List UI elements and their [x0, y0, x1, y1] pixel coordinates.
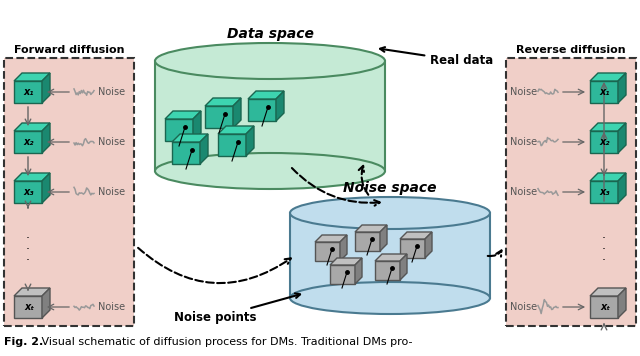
Text: Noise: Noise — [98, 302, 125, 312]
Polygon shape — [165, 119, 193, 141]
Polygon shape — [276, 91, 284, 121]
Polygon shape — [590, 173, 626, 181]
Polygon shape — [248, 99, 276, 121]
Polygon shape — [590, 123, 626, 131]
Polygon shape — [205, 98, 241, 106]
Polygon shape — [400, 232, 432, 239]
Polygon shape — [330, 265, 355, 284]
Text: Noise space: Noise space — [343, 181, 436, 195]
Polygon shape — [14, 73, 50, 81]
Text: ·
·
·: · · · — [26, 232, 30, 267]
FancyBboxPatch shape — [506, 58, 636, 326]
Polygon shape — [200, 134, 208, 164]
Polygon shape — [425, 232, 432, 258]
Polygon shape — [330, 258, 362, 265]
Polygon shape — [172, 142, 200, 164]
Polygon shape — [14, 131, 42, 153]
Text: Noise: Noise — [98, 137, 125, 147]
Polygon shape — [14, 181, 42, 203]
Text: Reverse diffusion: Reverse diffusion — [516, 45, 626, 55]
Text: Fig. 2.: Fig. 2. — [4, 337, 44, 347]
Polygon shape — [590, 288, 626, 296]
Text: Noise points: Noise points — [173, 293, 300, 325]
Polygon shape — [400, 254, 407, 280]
Polygon shape — [172, 134, 208, 142]
Polygon shape — [246, 126, 254, 156]
Text: ·
·
·: · · · — [602, 232, 606, 267]
Text: Noise: Noise — [98, 87, 125, 97]
Text: x₂: x₂ — [24, 137, 35, 147]
Polygon shape — [375, 261, 400, 280]
Ellipse shape — [155, 153, 385, 189]
Text: Noise: Noise — [98, 187, 125, 197]
Ellipse shape — [290, 282, 490, 314]
Polygon shape — [14, 288, 50, 296]
Polygon shape — [618, 288, 626, 318]
Polygon shape — [590, 181, 618, 203]
Polygon shape — [590, 131, 618, 153]
Polygon shape — [193, 111, 201, 141]
Polygon shape — [290, 213, 490, 298]
Text: xₜ: xₜ — [24, 302, 34, 312]
Text: Noise: Noise — [510, 87, 537, 97]
Polygon shape — [355, 232, 380, 251]
Text: Noise: Noise — [510, 187, 537, 197]
Text: Data space: Data space — [227, 27, 314, 41]
Text: xₜ: xₜ — [600, 302, 610, 312]
Polygon shape — [590, 73, 626, 81]
Text: Real data: Real data — [380, 47, 493, 68]
Text: Noise: Noise — [510, 137, 537, 147]
Text: x₁: x₁ — [24, 87, 35, 97]
Text: x₃: x₃ — [600, 187, 611, 197]
Text: Noise: Noise — [510, 302, 537, 312]
Polygon shape — [400, 239, 425, 258]
Polygon shape — [590, 81, 618, 103]
Polygon shape — [618, 173, 626, 203]
Ellipse shape — [155, 43, 385, 79]
Polygon shape — [590, 296, 618, 318]
FancyBboxPatch shape — [4, 58, 134, 326]
Text: x₂: x₂ — [600, 137, 611, 147]
Polygon shape — [205, 106, 233, 128]
Polygon shape — [380, 225, 387, 251]
Polygon shape — [42, 173, 50, 203]
Polygon shape — [14, 296, 42, 318]
Text: x₁: x₁ — [600, 87, 611, 97]
Polygon shape — [218, 134, 246, 156]
Polygon shape — [42, 73, 50, 103]
Polygon shape — [618, 123, 626, 153]
Polygon shape — [315, 242, 340, 261]
Polygon shape — [355, 225, 387, 232]
Polygon shape — [42, 288, 50, 318]
Polygon shape — [355, 258, 362, 284]
Polygon shape — [375, 254, 407, 261]
Polygon shape — [248, 91, 284, 99]
Polygon shape — [233, 98, 241, 128]
Polygon shape — [42, 123, 50, 153]
Polygon shape — [218, 126, 254, 134]
Polygon shape — [14, 81, 42, 103]
Polygon shape — [14, 173, 50, 181]
Ellipse shape — [290, 197, 490, 229]
Polygon shape — [618, 73, 626, 103]
Text: x₃: x₃ — [24, 187, 35, 197]
Polygon shape — [165, 111, 201, 119]
Polygon shape — [340, 235, 347, 261]
Text: Visual schematic of diffusion process for DMs. Traditional DMs pro-: Visual schematic of diffusion process fo… — [38, 337, 413, 347]
Polygon shape — [155, 61, 385, 171]
Polygon shape — [14, 123, 50, 131]
Text: Forward diffusion: Forward diffusion — [13, 45, 124, 55]
Polygon shape — [315, 235, 347, 242]
